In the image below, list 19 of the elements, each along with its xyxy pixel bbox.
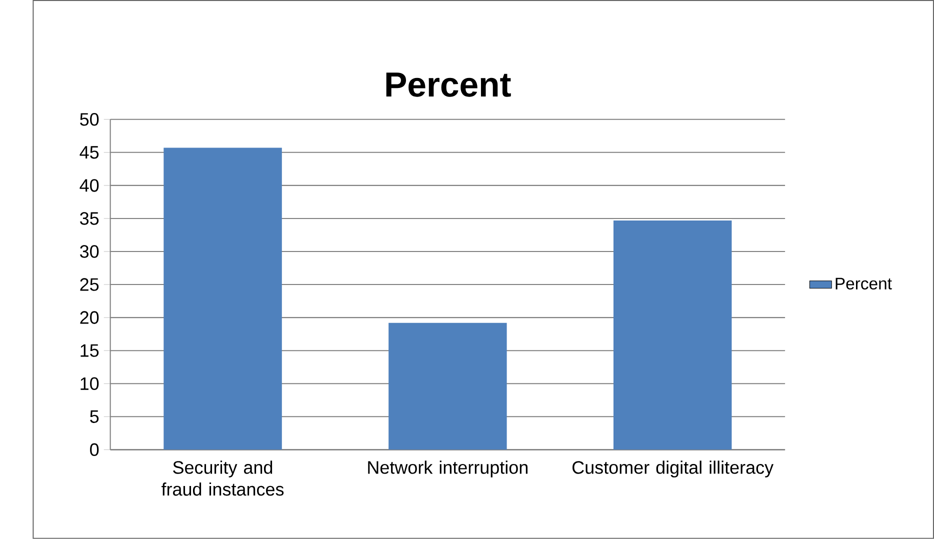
y-tick-label: 30 — [80, 245, 99, 258]
bar — [388, 322, 507, 450]
chart-title: Percent — [386, 72, 511, 97]
y-tick-label: 5 — [90, 410, 99, 423]
y-tick-label: 25 — [80, 278, 99, 291]
x-tick-label: Security and fraud instances — [162, 460, 284, 496]
y-tick-label: 35 — [80, 212, 99, 225]
x-tick-label: Customer digital illiteracy — [572, 460, 774, 478]
y-tick-label: 45 — [80, 146, 99, 159]
y-tick-label: 50 — [80, 113, 99, 126]
x-tick-label: Network interruption — [368, 460, 528, 478]
y-tick-label: 15 — [80, 344, 99, 357]
bar — [613, 220, 732, 450]
y-tick-label: 0 — [90, 443, 99, 456]
y-tick-label: 20 — [80, 311, 99, 324]
y-tick-label: 40 — [80, 179, 99, 192]
legend-label: Percent — [836, 278, 892, 290]
y-tick-label: 10 — [80, 377, 99, 390]
bar — [164, 148, 282, 450]
